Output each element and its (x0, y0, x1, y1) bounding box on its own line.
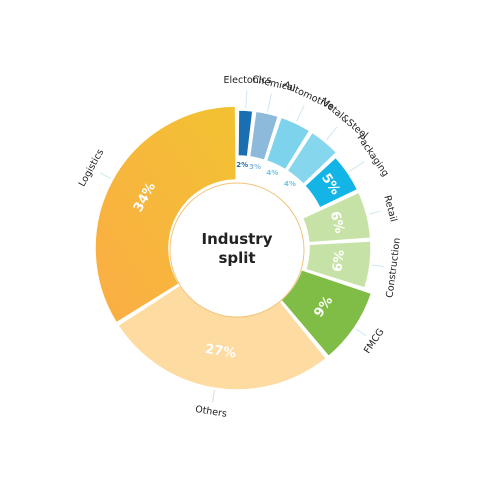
value-label-others: 27% (204, 342, 237, 362)
leader-line-metal-steel (325, 125, 339, 141)
category-label-others: Others (194, 404, 227, 420)
value-label-chemical: 3% (249, 163, 261, 171)
slice-metal-steel (286, 131, 338, 186)
slice-retail (301, 191, 372, 244)
slice-packaging (303, 156, 359, 209)
slices-group (94, 105, 373, 391)
leader-line-electonics (245, 90, 248, 109)
slice-logistics (94, 105, 238, 324)
center-title-line-2: split (218, 249, 255, 267)
leader-line-chemical (267, 93, 272, 112)
category-label-electonics: Electonics (224, 75, 272, 86)
center-ring (169, 182, 305, 318)
value-label-retail: 6% (327, 210, 347, 235)
slice-construction (304, 240, 372, 290)
value-label-construction: 6% (330, 249, 348, 273)
leader-lines-group (100, 90, 384, 403)
slice-chemical (248, 110, 280, 162)
leader-line-packaging (349, 161, 365, 172)
leader-line-automotive (296, 104, 305, 122)
value-label-metal-steel: 4% (284, 180, 296, 188)
category-label-logistics: Logistics (77, 147, 106, 188)
category-label-packaging: Packaging (355, 133, 391, 179)
category-label-fmcg: FMCG (362, 327, 387, 356)
value-label-automotive: 4% (266, 169, 278, 177)
leader-line-construction (371, 264, 384, 268)
category-label-construction: Construction (385, 237, 403, 298)
center-title-line-1: Industry (202, 230, 273, 248)
leader-line-logistics (100, 172, 112, 180)
value-label-electonics: 2% (236, 161, 248, 169)
leader-line-retail (368, 210, 381, 215)
leader-line-fmcg (355, 328, 367, 337)
slice-automotive (265, 116, 311, 171)
category-label-retail: Retail (381, 194, 398, 223)
slice-others (116, 283, 328, 391)
leader-line-others (212, 390, 215, 403)
slice-electonics (237, 109, 254, 158)
